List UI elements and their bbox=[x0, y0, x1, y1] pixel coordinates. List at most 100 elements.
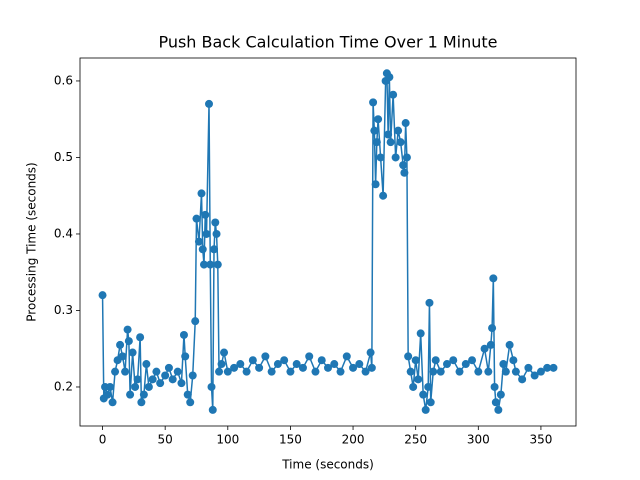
data-point bbox=[509, 356, 518, 365]
data-point bbox=[436, 367, 445, 376]
data-point bbox=[137, 398, 146, 407]
data-point bbox=[200, 260, 208, 269]
data-point bbox=[106, 382, 115, 391]
data-point bbox=[136, 333, 145, 342]
data-point bbox=[442, 360, 451, 369]
data-point bbox=[426, 398, 435, 407]
data-point bbox=[208, 405, 217, 414]
data-point bbox=[461, 360, 470, 369]
data-point bbox=[191, 317, 200, 326]
data-point bbox=[424, 382, 433, 391]
x-tick-label: 300 bbox=[467, 433, 490, 447]
data-point bbox=[404, 352, 413, 361]
data-point bbox=[286, 367, 295, 376]
data-point bbox=[98, 291, 107, 300]
data-point bbox=[411, 356, 420, 365]
data-point bbox=[144, 382, 153, 391]
data-point bbox=[484, 367, 493, 376]
data-point bbox=[449, 356, 458, 365]
data-point bbox=[215, 367, 224, 376]
data-point bbox=[173, 367, 182, 376]
data-point bbox=[549, 363, 558, 372]
data-point bbox=[126, 390, 135, 399]
data-point bbox=[496, 390, 505, 399]
x-tick-label: 50 bbox=[158, 433, 173, 447]
data-point bbox=[419, 390, 428, 399]
data-point bbox=[108, 398, 117, 407]
data-point bbox=[248, 356, 257, 365]
data-point bbox=[391, 153, 400, 162]
data-point bbox=[409, 382, 418, 391]
data-point bbox=[499, 360, 508, 369]
data-point bbox=[242, 367, 251, 376]
data-point bbox=[206, 260, 215, 269]
data-point bbox=[518, 375, 527, 384]
data-point bbox=[530, 371, 539, 380]
data-point bbox=[494, 405, 503, 414]
data-point bbox=[480, 344, 489, 353]
data-point bbox=[400, 168, 409, 177]
data-point bbox=[455, 367, 464, 376]
data-point bbox=[236, 360, 245, 369]
data-point bbox=[406, 367, 415, 376]
data-point bbox=[414, 375, 423, 384]
data-point bbox=[273, 360, 282, 369]
data-point bbox=[524, 363, 533, 372]
data-point bbox=[401, 119, 410, 128]
data-point bbox=[399, 161, 408, 170]
data-point bbox=[543, 363, 552, 372]
data-point bbox=[198, 245, 207, 254]
data-point bbox=[139, 390, 148, 399]
data-point bbox=[416, 329, 425, 338]
data-point bbox=[474, 367, 483, 376]
data-point bbox=[128, 348, 137, 357]
x-tick-label: 100 bbox=[216, 433, 239, 447]
data-point bbox=[371, 180, 380, 189]
data-point bbox=[217, 360, 226, 369]
data-point bbox=[183, 390, 192, 399]
y-tick-label: 0.4 bbox=[54, 226, 73, 240]
data-point bbox=[121, 367, 130, 376]
data-point bbox=[361, 367, 370, 376]
data-point bbox=[330, 360, 339, 369]
data-point bbox=[402, 153, 411, 162]
data-point bbox=[213, 260, 222, 269]
data-point bbox=[505, 340, 514, 349]
data-point bbox=[223, 367, 232, 376]
data-point bbox=[431, 356, 440, 365]
data-point bbox=[202, 229, 211, 238]
data-point bbox=[210, 245, 219, 254]
x-tick-label: 0 bbox=[99, 433, 107, 447]
data-point bbox=[385, 73, 394, 82]
data-point bbox=[201, 210, 210, 219]
data-point bbox=[355, 360, 364, 369]
data-point bbox=[188, 371, 197, 380]
data-point bbox=[123, 325, 132, 334]
data-point bbox=[336, 367, 345, 376]
data-point bbox=[118, 352, 127, 361]
data-point bbox=[131, 382, 140, 391]
y-tick-label: 0.2 bbox=[54, 379, 73, 393]
data-point bbox=[425, 298, 434, 307]
data-point bbox=[386, 138, 395, 147]
data-point bbox=[292, 360, 301, 369]
data-point bbox=[156, 379, 165, 388]
data-point bbox=[366, 348, 375, 357]
data-point bbox=[197, 189, 206, 198]
data-point bbox=[142, 360, 151, 369]
data-point bbox=[317, 356, 326, 365]
data-point bbox=[116, 340, 125, 349]
plot-frame bbox=[79, 57, 577, 427]
data-point bbox=[421, 405, 430, 414]
data-point bbox=[186, 398, 195, 407]
data-point bbox=[311, 367, 320, 376]
data-point bbox=[164, 363, 173, 372]
data-point bbox=[152, 367, 161, 376]
data-point bbox=[103, 390, 112, 399]
data-point bbox=[384, 130, 393, 139]
data-point bbox=[511, 367, 520, 376]
x-axis-label: Time (seconds) bbox=[281, 458, 374, 472]
data-point bbox=[491, 398, 500, 407]
data-point bbox=[230, 363, 239, 372]
